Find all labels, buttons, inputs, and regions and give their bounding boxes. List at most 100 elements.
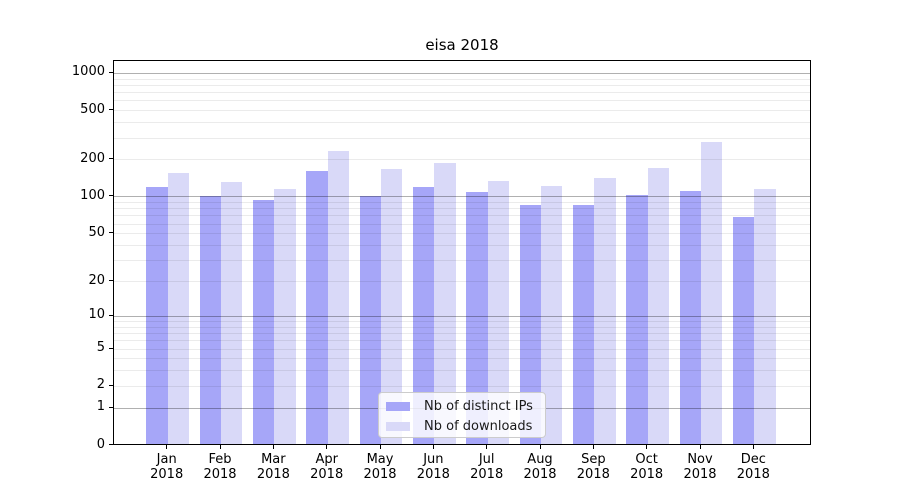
gridline-major-100 <box>114 196 810 198</box>
legend-label-distinct-ips: Nb of distinct IPs <box>424 398 533 414</box>
x-axis-tick-label-jan: Jan 2018 <box>150 452 184 482</box>
legend-label-downloads: Nb of downloads <box>424 418 533 434</box>
y-tick-mark-100 <box>109 195 113 197</box>
y-tick-mark-10 <box>109 314 113 316</box>
x-axis-tick-label-jul: Jul 2018 <box>470 452 504 482</box>
bar-distinct-ips-jul <box>466 192 488 444</box>
bar-downloads-mar <box>274 189 296 444</box>
x-tick-mark-sep <box>592 445 594 449</box>
gridline-minor-3 <box>114 370 810 372</box>
gridline-minor-20 <box>114 281 810 283</box>
x-tick-mark-mar <box>272 445 274 449</box>
y-axis-tick-label-20: 20 <box>88 272 105 288</box>
y-axis-tick-label-1: 1 <box>96 399 105 415</box>
gridline-minor-700 <box>114 92 810 94</box>
y-axis-tick-label-200: 200 <box>80 150 105 166</box>
x-tick-mark-jul <box>486 445 488 449</box>
x-tick-mark-may <box>379 445 381 449</box>
bar-downloads-oct <box>647 167 669 444</box>
bar-distinct-ips-feb <box>199 195 222 444</box>
gridline-minor-90 <box>114 202 810 204</box>
x-axis-tick-label-aug: Aug 2018 <box>523 452 557 482</box>
legend-swatch-downloads-icon <box>386 421 410 431</box>
x-tick-mark-apr <box>326 445 328 449</box>
y-axis-tick-label-100: 100 <box>80 187 105 203</box>
gridline-minor-8 <box>114 326 810 328</box>
bar-distinct-ips-may <box>359 195 382 444</box>
bar-distinct-ips-apr <box>306 170 328 444</box>
y-tick-mark-20 <box>109 280 113 282</box>
gridline-minor-400 <box>114 122 810 124</box>
y-tick-mark-1000 <box>109 71 113 73</box>
y-axis-tick-label-5: 5 <box>96 340 105 355</box>
bar-downloads-jan <box>167 172 189 444</box>
y-axis-tick-label-0: 0 <box>96 436 105 452</box>
gridline-minor-80 <box>114 208 810 210</box>
gridline-minor-70 <box>114 215 810 217</box>
y-axis-tick-label-1000: 1000 <box>71 64 105 80</box>
x-axis-tick-label-nov: Nov 2018 <box>683 452 717 482</box>
x-tick-mark-aug <box>539 445 541 449</box>
bar-downloads-nov <box>701 142 723 444</box>
legend-swatch-distinct-ips-icon <box>386 401 410 411</box>
gridline-minor-4 <box>114 358 810 360</box>
x-tick-mark-dec <box>752 445 754 449</box>
y-axis-tick-label-10: 10 <box>88 307 105 323</box>
bar-downloads-may <box>381 168 403 444</box>
y-tick-mark-50 <box>109 232 113 234</box>
gridline-minor-7 <box>114 333 810 335</box>
x-tick-mark-nov <box>699 445 701 449</box>
x-tick-mark-jan <box>166 445 168 449</box>
y-tick-mark-500 <box>109 109 113 111</box>
y-tick-mark-2 <box>109 384 113 386</box>
x-axis-tick-label-jun: Jun 2018 <box>416 452 450 482</box>
gridline-minor-500 <box>114 110 810 112</box>
chart-title: eisa 2018 <box>425 36 499 54</box>
x-axis-tick-label-mar: Mar 2018 <box>256 452 290 482</box>
bar-downloads-dec <box>754 188 776 444</box>
gridline-minor-600 <box>114 100 810 102</box>
bar-downloads-aug <box>541 185 563 444</box>
gridline-minor-5 <box>114 348 810 350</box>
y-axis-tick-label-500: 500 <box>80 101 105 117</box>
gridline-minor-2 <box>114 385 810 387</box>
bar-downloads-jul <box>487 180 509 444</box>
x-tick-mark-oct <box>646 445 648 449</box>
gridline-major-1000 <box>114 72 810 74</box>
y-axis-tick-label-50: 50 <box>88 224 105 240</box>
gridline-minor-60 <box>114 223 810 225</box>
bar-distinct-ips-sep <box>573 205 595 444</box>
x-axis-tick-label-feb: Feb 2018 <box>203 452 237 482</box>
bar-downloads-feb <box>221 181 243 444</box>
y-tick-mark-200 <box>109 158 113 160</box>
bar-downloads-apr <box>327 150 349 444</box>
y-tick-mark-1 <box>109 406 113 408</box>
x-tick-mark-feb <box>219 445 221 449</box>
bar-distinct-ips-dec <box>733 217 755 444</box>
gridline-minor-30 <box>114 260 810 262</box>
gridline-minor-200 <box>114 159 810 161</box>
gridline-minor-50 <box>114 233 810 235</box>
bar-distinct-ips-oct <box>626 195 648 444</box>
bar-downloads-jun <box>434 163 456 444</box>
x-axis-tick-label-may: May 2018 <box>363 452 397 482</box>
gridline-minor-800 <box>114 84 810 86</box>
x-axis-tick-label-apr: Apr 2018 <box>310 452 344 482</box>
gridline-minor-300 <box>114 137 810 139</box>
bar-distinct-ips-mar <box>253 199 275 444</box>
x-axis-tick-label-dec: Dec 2018 <box>736 452 770 482</box>
bar-distinct-ips-aug <box>519 204 541 444</box>
legend: Nb of distinct IPs Nb of downloads <box>378 392 546 438</box>
gridline-minor-9 <box>114 321 810 322</box>
gridline-major-10 <box>114 315 810 317</box>
bar-downloads-sep <box>594 177 616 444</box>
bar-distinct-ips-nov <box>679 191 701 444</box>
legend-entry-downloads: Nb of downloads <box>379 416 545 436</box>
y-axis-tick-label-2: 2 <box>96 377 105 393</box>
x-axis-tick-label-sep: Sep 2018 <box>576 452 610 482</box>
gridline-minor-40 <box>114 245 810 246</box>
bar-distinct-ips-jun <box>413 187 435 444</box>
y-tick-mark-5 <box>109 347 113 349</box>
x-tick-mark-jun <box>432 445 434 449</box>
